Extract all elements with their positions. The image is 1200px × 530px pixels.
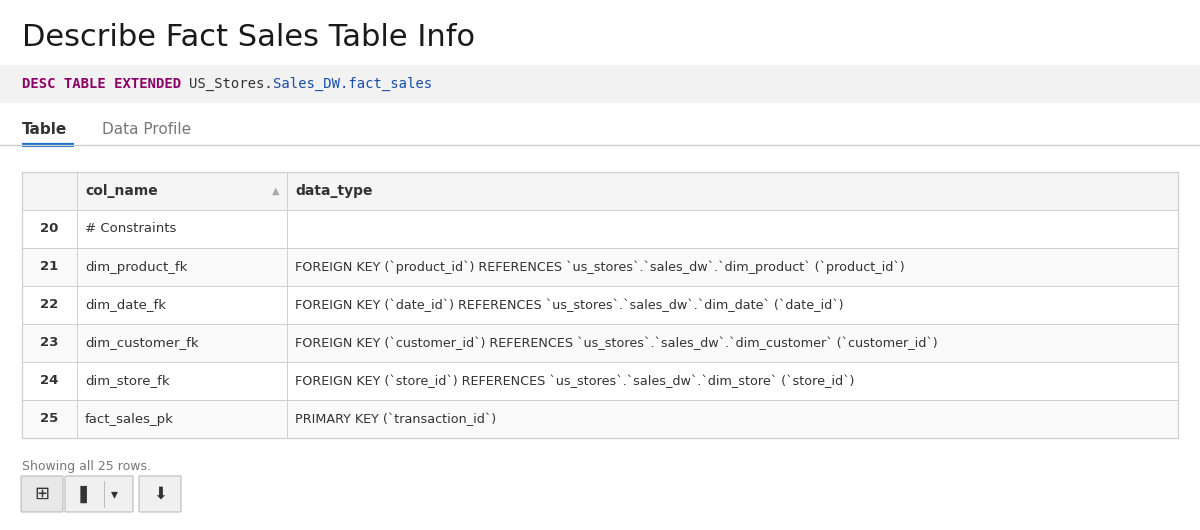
Text: dim_store_fk: dim_store_fk	[85, 375, 169, 387]
FancyBboxPatch shape	[22, 210, 1178, 248]
Text: PRIMARY KEY (`transaction_id`): PRIMARY KEY (`transaction_id`)	[295, 412, 496, 426]
Text: 24: 24	[41, 375, 59, 387]
Text: FOREIGN KEY (`customer_id`) REFERENCES `us_stores`.`sales_dw`.`dim_customer` (`c: FOREIGN KEY (`customer_id`) REFERENCES `…	[295, 336, 937, 350]
FancyBboxPatch shape	[22, 362, 1178, 400]
Text: dim_product_fk: dim_product_fk	[85, 261, 187, 273]
FancyBboxPatch shape	[22, 248, 1178, 286]
Text: 25: 25	[41, 412, 59, 426]
Text: dim_customer_fk: dim_customer_fk	[85, 337, 199, 349]
FancyBboxPatch shape	[22, 400, 1178, 438]
Text: Data Profile: Data Profile	[102, 122, 191, 137]
Text: FOREIGN KEY (`store_id`) REFERENCES `us_stores`.`sales_dw`.`dim_store` (`store_i: FOREIGN KEY (`store_id`) REFERENCES `us_…	[295, 374, 854, 388]
FancyBboxPatch shape	[0, 65, 1200, 103]
Text: Showing all 25 rows.: Showing all 25 rows.	[22, 460, 151, 473]
FancyBboxPatch shape	[22, 286, 1178, 324]
Text: FOREIGN KEY (`date_id`) REFERENCES `us_stores`.`sales_dw`.`dim_date` (`date_id`): FOREIGN KEY (`date_id`) REFERENCES `us_s…	[295, 298, 844, 312]
Text: # Constraints: # Constraints	[85, 223, 176, 235]
FancyBboxPatch shape	[22, 476, 64, 512]
Text: Describe Fact Sales Table Info: Describe Fact Sales Table Info	[22, 23, 475, 52]
Text: FOREIGN KEY (`product_id`) REFERENCES `us_stores`.`sales_dw`.`dim_product` (`pro: FOREIGN KEY (`product_id`) REFERENCES `u…	[295, 260, 905, 274]
Text: 22: 22	[41, 298, 59, 312]
Text: ▾: ▾	[110, 487, 118, 501]
Text: dim_date_fk: dim_date_fk	[85, 298, 166, 312]
Text: 23: 23	[41, 337, 59, 349]
Text: ▲: ▲	[272, 186, 280, 196]
FancyBboxPatch shape	[65, 476, 133, 512]
Text: ▐: ▐	[73, 485, 86, 503]
Text: fact_sales_pk: fact_sales_pk	[85, 412, 174, 426]
Text: US_Stores.: US_Stores.	[190, 77, 274, 91]
Text: 20: 20	[41, 223, 59, 235]
FancyBboxPatch shape	[22, 172, 1178, 210]
Text: ⊞: ⊞	[35, 485, 49, 503]
Text: 21: 21	[41, 261, 59, 273]
Text: DESC TABLE EXTENDED: DESC TABLE EXTENDED	[22, 77, 190, 91]
Text: Sales_DW.fact_sales: Sales_DW.fact_sales	[274, 77, 432, 91]
Text: Table: Table	[22, 122, 67, 137]
FancyBboxPatch shape	[22, 324, 1178, 362]
Text: col_name: col_name	[85, 184, 157, 198]
FancyBboxPatch shape	[139, 476, 181, 512]
Text: data_type: data_type	[295, 184, 372, 198]
Text: ⬇: ⬇	[154, 485, 167, 503]
